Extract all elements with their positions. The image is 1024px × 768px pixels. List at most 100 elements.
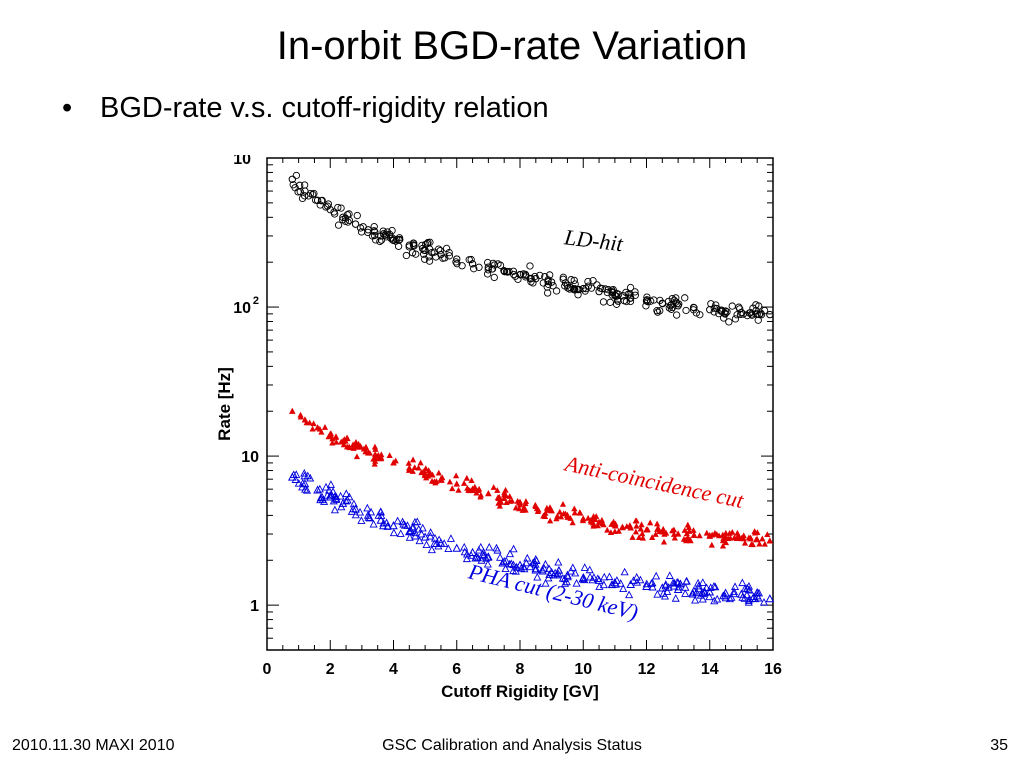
ldhit-point [570, 276, 578, 285]
anti-point [661, 530, 668, 537]
y-axis-title: Rate [Hz] [215, 367, 234, 441]
pha-point [700, 586, 709, 595]
ldhit-point [681, 294, 689, 302]
ldhit-point [766, 310, 774, 319]
y-tick-label: 1 [250, 598, 259, 615]
ldhit-point [664, 297, 673, 306]
ldhit-point [608, 291, 616, 299]
pha-point [364, 513, 373, 521]
ldhit-point [755, 310, 763, 319]
pha-point [648, 578, 657, 587]
ldhit-point [316, 201, 324, 209]
anti-point [429, 471, 436, 478]
pha-point [625, 590, 634, 599]
anti-point [671, 534, 678, 541]
anti-point [633, 522, 640, 529]
pha-point [326, 491, 335, 499]
anti-point [660, 525, 667, 532]
anti-point [691, 532, 698, 538]
anti-point [554, 512, 561, 519]
y-tick-label: 10 [233, 300, 251, 317]
ldhit-point [420, 246, 428, 254]
bullet-item: • BGD-rate v.s. cutoff-rigidity relation [62, 92, 549, 125]
ldhit-point [584, 277, 592, 286]
anti-point [321, 424, 329, 430]
ldhit-point [728, 302, 736, 310]
pha-point [393, 516, 402, 525]
pha-point [738, 578, 747, 587]
pha-point [379, 518, 388, 527]
pha-point [572, 579, 581, 587]
pha-point [444, 544, 453, 552]
ldhit-point [470, 265, 478, 273]
pha-point [579, 573, 588, 582]
x-tick-label: 12 [638, 661, 656, 678]
pha-point [698, 594, 707, 603]
pha-point [545, 564, 554, 573]
anti-point [756, 540, 763, 547]
ldhit-point [483, 258, 492, 267]
ldhit-point [573, 285, 581, 294]
anti-point [517, 501, 524, 508]
anti-point [722, 539, 730, 546]
ldhit-point [376, 237, 384, 246]
anti-point [419, 469, 427, 475]
ldhit-point [341, 217, 349, 225]
ldhit-point [672, 311, 681, 319]
pha-point [349, 504, 358, 513]
anti-point [464, 484, 471, 491]
ldhit-point [745, 309, 753, 317]
pha-point [300, 468, 309, 477]
anti-point [569, 519, 576, 526]
ldhit-point [735, 303, 743, 311]
ldhit-point [402, 251, 411, 260]
pha-point [729, 589, 739, 598]
x-tick-label: 4 [389, 661, 398, 678]
ldhit-point [379, 230, 388, 238]
ldhit-point [566, 283, 575, 292]
ldhit-point [489, 259, 497, 268]
ldhit-point [544, 289, 552, 297]
anti-point [722, 529, 729, 536]
anti-point [362, 448, 369, 455]
pha-point [694, 581, 703, 590]
pha-point [693, 578, 703, 587]
ldhit-point [689, 306, 698, 314]
anti-point [719, 542, 727, 549]
anti-point [571, 505, 578, 512]
ldhit-point [436, 246, 444, 255]
anti-point [522, 498, 530, 504]
ldhit-point [631, 291, 639, 299]
pha-point [710, 596, 719, 605]
ldhit-point [324, 200, 333, 208]
ldhit-point [370, 223, 378, 231]
anti-point [708, 541, 715, 548]
pha-point [725, 594, 734, 603]
ldhit-point [604, 286, 612, 294]
ldhit-point [696, 311, 704, 319]
anti-point [417, 459, 424, 466]
ldhit-point [689, 303, 698, 312]
pha-point [560, 574, 569, 583]
pha-point [742, 590, 751, 599]
anti-point [607, 529, 614, 536]
pha-point [632, 577, 642, 586]
ldhit-point [300, 181, 309, 189]
pha-point [376, 507, 385, 515]
ldhit-point [672, 294, 680, 302]
pha-point [648, 582, 657, 591]
pha-point [411, 531, 420, 540]
ldhit-point [646, 297, 655, 305]
pha-point [580, 563, 589, 571]
anti-point [405, 459, 412, 466]
ldhit-point [544, 280, 553, 288]
pha-point [374, 511, 383, 519]
pha-point [399, 519, 408, 528]
anti-point [520, 505, 527, 511]
anti-point [592, 516, 599, 523]
pha-series [287, 468, 775, 606]
ldhit-point [453, 255, 461, 263]
ldhit-point [575, 285, 583, 294]
pha-point [383, 521, 392, 530]
pha-point [363, 503, 372, 512]
